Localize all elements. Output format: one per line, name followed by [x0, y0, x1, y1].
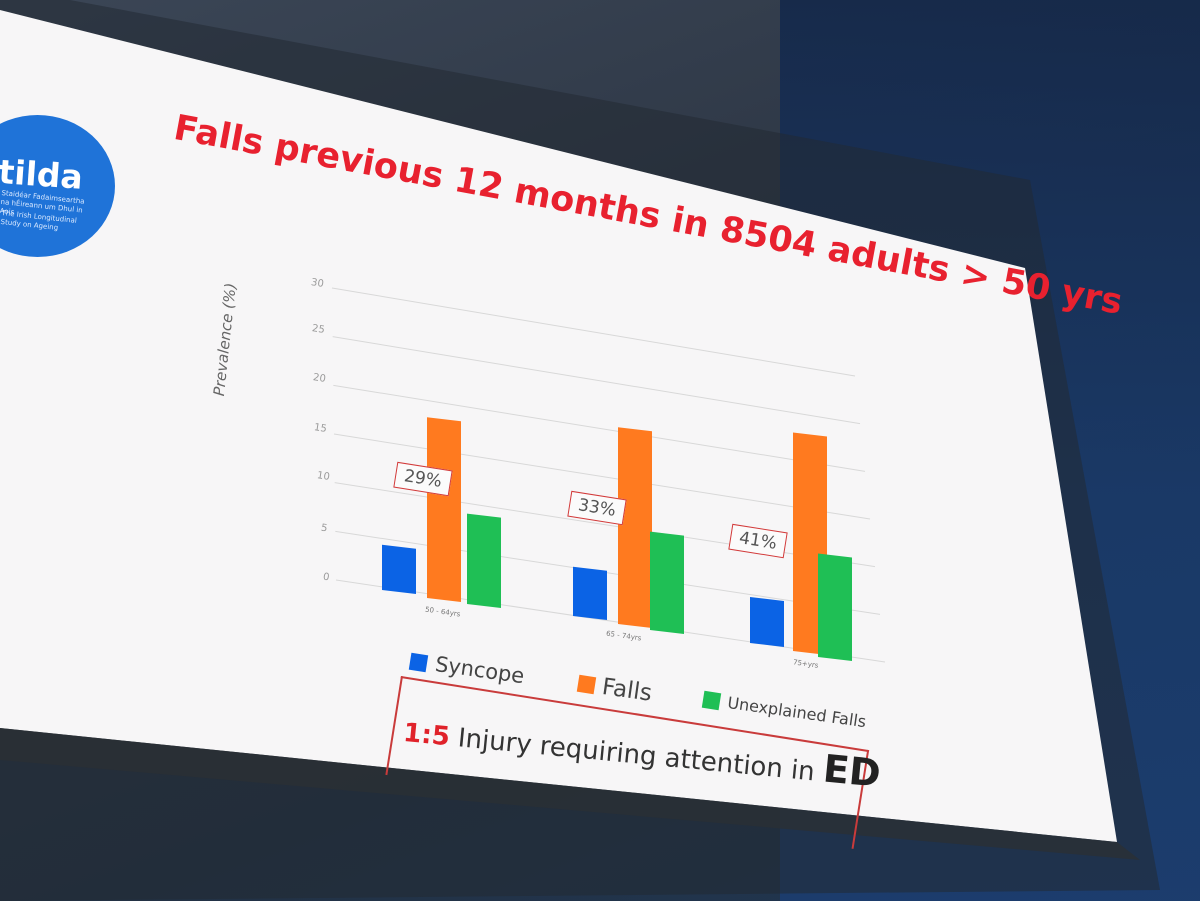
legend-swatch-falls — [576, 674, 597, 695]
y-tick-30: 30 — [310, 277, 325, 290]
injury-ed: ED — [821, 746, 883, 796]
bar-unexplained-falls-1 — [650, 531, 684, 634]
y-tick-10: 10 — [316, 470, 331, 483]
bar-unexplained-falls-0 — [467, 513, 501, 608]
gridline-5 — [335, 530, 881, 615]
legend-swatch-syncope — [408, 652, 429, 673]
gridline-10 — [334, 482, 876, 568]
injury-ratio: 1:5 — [401, 717, 452, 753]
bar-syncope-1 — [573, 566, 607, 620]
y-tick-15: 15 — [313, 422, 328, 435]
gridline-25 — [332, 336, 861, 425]
y-tick-25: 25 — [311, 323, 326, 336]
bar-syncope-0 — [382, 544, 416, 594]
gridline-15 — [333, 433, 871, 520]
bar-falls-0 — [427, 417, 461, 602]
gridline-20 — [333, 384, 866, 472]
bar-unexplained-falls-2 — [818, 553, 852, 661]
bar-syncope-2 — [750, 597, 784, 647]
legend-swatch-unexplained — [701, 690, 722, 711]
y-tick-20: 20 — [312, 372, 327, 385]
gridline-30 — [331, 287, 856, 377]
bar-falls-1 — [618, 427, 652, 628]
